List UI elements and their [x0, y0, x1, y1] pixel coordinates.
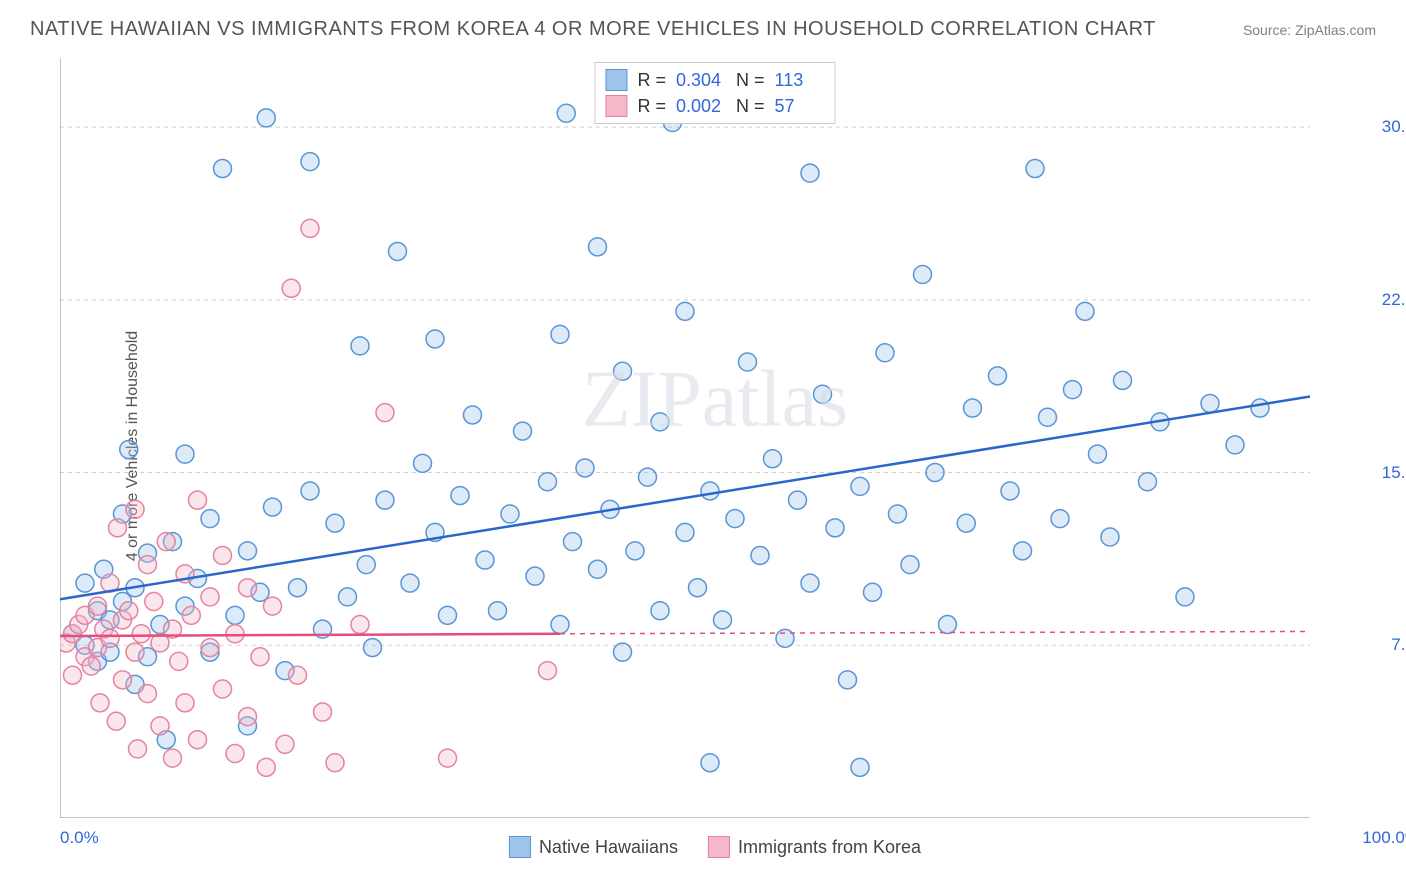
r-value: 0.002 — [676, 96, 726, 117]
n-label: N = — [736, 70, 765, 91]
n-value: 113 — [775, 70, 825, 91]
legend-label: Native Hawaiians — [539, 837, 678, 858]
swatch-icon — [509, 836, 531, 858]
swatch-icon — [708, 836, 730, 858]
legend-stats-row: R = 0.002 N = 57 — [605, 93, 824, 119]
legend-item: Immigrants from Korea — [708, 836, 921, 858]
y-tick-label: 15.0% — [1382, 463, 1406, 483]
r-label: R = — [637, 96, 666, 117]
legend-stats: R = 0.304 N = 113 R = 0.002 N = 57 — [594, 62, 835, 124]
r-label: R = — [637, 70, 666, 91]
swatch-icon — [605, 69, 627, 91]
legend-item: Native Hawaiians — [509, 836, 678, 858]
legend-series: Native Hawaiians Immigrants from Korea — [509, 836, 921, 858]
x-tick-label: 0.0% — [60, 828, 99, 848]
n-label: N = — [736, 96, 765, 117]
swatch-icon — [605, 95, 627, 117]
legend-stats-row: R = 0.304 N = 113 — [605, 67, 824, 93]
source-label: Source: ZipAtlas.com — [1243, 22, 1376, 38]
x-tick-label: 100.0% — [1362, 828, 1406, 848]
y-tick-label: 22.5% — [1382, 290, 1406, 310]
legend-label: Immigrants from Korea — [738, 837, 921, 858]
scatter-chart: ZIPatlas R = 0.304 N = 113 R = 0.002 N =… — [60, 58, 1370, 818]
y-tick-label: 30.0% — [1382, 117, 1406, 137]
n-value: 57 — [775, 96, 825, 117]
chart-svg — [60, 58, 1370, 818]
chart-title: NATIVE HAWAIIAN VS IMMIGRANTS FROM KOREA… — [30, 18, 1156, 41]
r-value: 0.304 — [676, 70, 726, 91]
header: NATIVE HAWAIIAN VS IMMIGRANTS FROM KOREA… — [0, 0, 1406, 51]
y-tick-label: 7.5% — [1391, 635, 1406, 655]
